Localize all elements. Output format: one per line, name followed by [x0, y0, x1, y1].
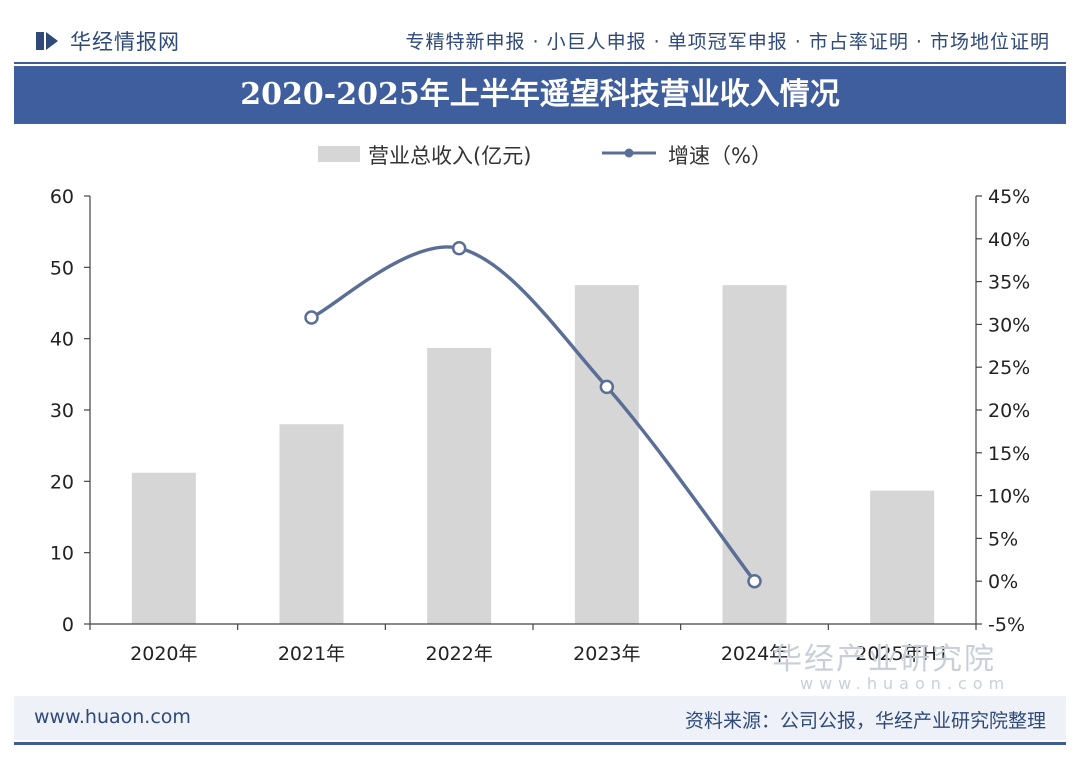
- bar-5: [870, 490, 935, 624]
- bar-4: [722, 285, 787, 624]
- x-tick-label-0: 2020年: [130, 643, 197, 665]
- x-tick-label-1: 2021年: [278, 643, 345, 665]
- y-right-tick-label-8: 35%: [988, 272, 1030, 294]
- y-left-tick-label-0: 0: [62, 614, 74, 636]
- y-left-tick-label-1: 10: [50, 543, 74, 565]
- y-right-tick-label-1: 0%: [988, 571, 1018, 593]
- growth-point-3: [747, 573, 762, 589]
- y-right-tick-label-9: 40%: [988, 229, 1030, 251]
- brand-logo-icon: [36, 32, 58, 50]
- y-right-tick-label-0: -5%: [988, 614, 1025, 636]
- y-right-tick-label-6: 25%: [988, 357, 1030, 379]
- header: 华经情报网 专精特新申报 · 小巨人申报 · 单项冠军申报 · 市占率证明 · …: [0, 0, 1080, 64]
- watermark-url: www.huaon.com: [800, 674, 1011, 693]
- y-left-tick-label-2: 20: [50, 471, 74, 493]
- growth-point-2: [599, 379, 615, 395]
- y-right-tick-label-3: 10%: [988, 486, 1030, 508]
- footer-source: 资料来源：公司公报，华经产业研究院整理: [684, 710, 1046, 732]
- legend-line-label: 增速（%）: [668, 144, 772, 168]
- x-tick-label-4: 2024年: [721, 643, 788, 665]
- y-right-tick-label-4: 15%: [988, 443, 1030, 465]
- watermark-text: 华经产业研究院: [772, 642, 996, 677]
- bar-0: [131, 472, 196, 624]
- legend-bar-swatch: [318, 146, 360, 162]
- bar-3: [574, 285, 639, 624]
- growth-point-1: [451, 240, 467, 256]
- legend-line-swatch: [602, 148, 656, 158]
- chart-title: 2020-2025年上半年遥望科技营业收入情况: [240, 77, 840, 112]
- services-tagline: 专精特新申报 · 小巨人申报 · 单项冠军申报 · 市占率证明 · 市场地位证明: [405, 31, 1050, 53]
- bar-1: [279, 424, 344, 624]
- x-tick-label-3: 2023年: [573, 643, 640, 665]
- footer-website: www.huaon.com: [34, 706, 191, 728]
- bar-2: [427, 347, 492, 624]
- footer: www.huaon.com 资料来源：公司公报，华经产业研究院整理: [14, 696, 1066, 740]
- y-left-tick-label-5: 50: [50, 257, 74, 279]
- top-divider: [14, 62, 1066, 64]
- title-bar: 2020-2025年上半年遥望科技营业收入情况: [14, 66, 1066, 124]
- y-left-tick-label-3: 30: [50, 400, 74, 422]
- y-right-tick-label-7: 30%: [988, 314, 1030, 336]
- y-left-tick-label-4: 40: [50, 329, 74, 351]
- y-left-tick-label-6: 60: [50, 186, 74, 208]
- brand-name: 华经情报网: [70, 30, 180, 54]
- growth-line: [310, 245, 756, 583]
- y-right-tick-label-10: 45%: [988, 186, 1030, 208]
- growth-point-0: [304, 310, 319, 325]
- y-right-tick-label-5: 20%: [988, 400, 1030, 422]
- y-right-tick-label-2: 5%: [988, 528, 1018, 550]
- x-tick-label-2: 2022年: [425, 643, 492, 665]
- bottom-divider: [14, 742, 1066, 745]
- x-tick-label-5: 2025年H1: [855, 643, 949, 665]
- legend-bar-label: 营业总收入(亿元): [368, 144, 532, 168]
